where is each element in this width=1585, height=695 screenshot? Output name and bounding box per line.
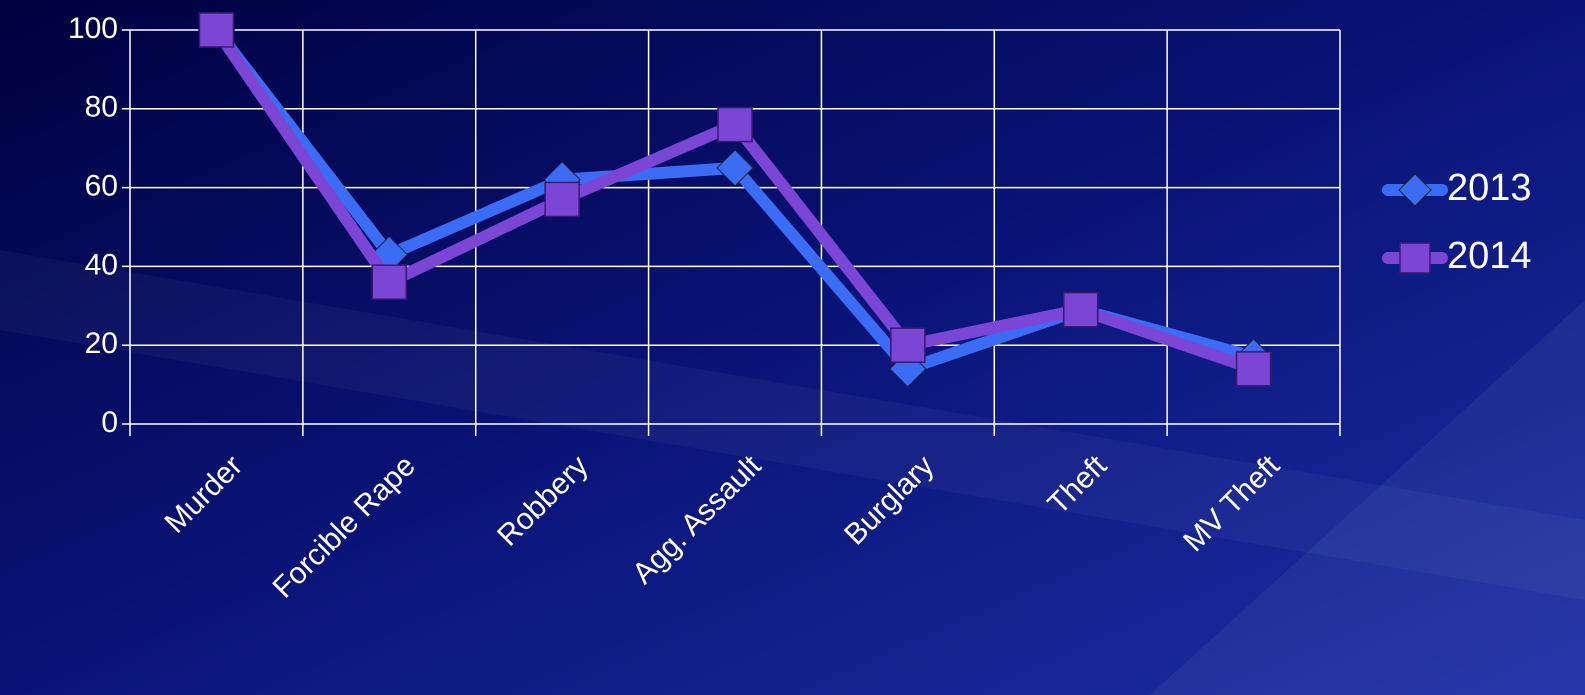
legend-label: 2013 [1447,167,1532,209]
y-tick-label: 20 [85,327,118,360]
y-tick-label: 40 [85,248,118,281]
point [1062,291,1099,328]
background-streak [0,250,1585,600]
point [717,106,753,143]
point [198,12,235,48]
legend-label: 2014 [1447,235,1532,277]
point [1398,173,1432,207]
point [716,149,754,187]
point [1399,242,1431,274]
background-streak [1150,300,1585,695]
point [890,327,926,363]
y-tick-label: 100 [68,12,118,45]
y-tick-label: 0 [101,406,118,439]
y-tick-label: 60 [85,170,118,203]
y-tick-label: 80 [85,91,118,124]
point [544,181,580,218]
point [1235,351,1272,387]
point [371,264,408,300]
